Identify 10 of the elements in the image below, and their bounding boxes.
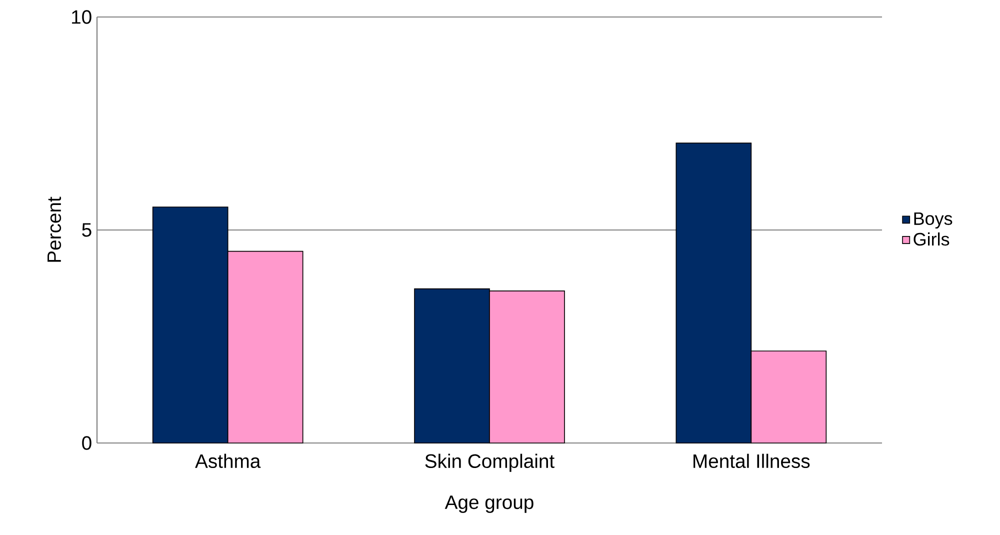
x-tick-label: Mental Illness xyxy=(694,454,810,468)
x-tick-label: Skin Complaint xyxy=(425,454,554,472)
y-tick-label: 5 xyxy=(82,223,92,237)
y-tick-label: 10 xyxy=(72,10,92,24)
legend-label: Boys xyxy=(914,212,952,229)
x-tick-label: Asthma xyxy=(195,454,261,468)
y-tick-label: 0 xyxy=(82,436,92,450)
legend-label: Girls xyxy=(914,232,950,246)
y-axis-title: Percent xyxy=(48,196,62,262)
x-axis-title: Age group xyxy=(444,496,534,513)
